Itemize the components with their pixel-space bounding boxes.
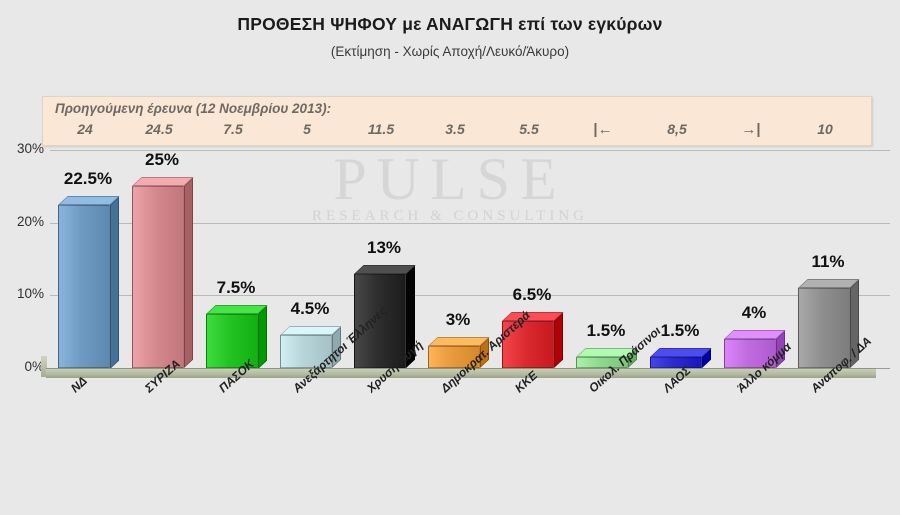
previous-survey-value: 5: [303, 121, 311, 137]
bar-front: [650, 357, 702, 368]
previous-survey-value: |←: [593, 121, 613, 138]
chart-floor: [46, 368, 876, 378]
y-axis-tick-20: 20%: [16, 213, 44, 229]
gridline-30: [50, 150, 890, 151]
bar[interactable]: [576, 348, 638, 368]
bar-value-label: 11%: [811, 252, 845, 272]
bar[interactable]: [132, 177, 194, 368]
chart-subtitle: (Εκτίμηση - Χωρίς Αποχή/Λευκό/Άκυρο): [330, 44, 570, 59]
y-axis-tick-30: 30%: [16, 141, 44, 156]
y-axis-tick-0: 0%: [24, 359, 44, 374]
bar[interactable]: [354, 264, 416, 368]
previous-survey-value: 11.5: [367, 121, 395, 137]
previous-survey-value: 5.5: [519, 121, 539, 137]
gridline-20: [50, 222, 890, 224]
bar[interactable]: [724, 329, 786, 368]
bar-side: [110, 196, 119, 368]
bar-front: [502, 320, 554, 368]
bar-value-label: 4%: [741, 302, 767, 322]
bar[interactable]: [798, 279, 860, 368]
previous-survey-value: 24: [77, 121, 93, 137]
bar-value-label: 13%: [366, 237, 402, 257]
bar-value-label: 25%: [144, 150, 180, 170]
bar-front: [280, 335, 332, 368]
gridline-10: [50, 295, 890, 297]
bar-front: [206, 313, 258, 368]
bar-front: [132, 186, 184, 368]
previous-survey-values: 24 24.5 7.5 5 11.5 3.5 5.5 |← 8,5 →| 10: [43, 121, 873, 145]
previous-survey-value: 8,5: [667, 121, 687, 137]
previous-survey-label: Προηγούμενη έρευνα (12 Νοεμβρίου 2013):: [55, 101, 332, 116]
plot-area: 0% 10% 20% 30% 22.5% 25% 7.5% 4.5% 13% 3% 6.5% 1.5%…: [17, 141, 890, 374]
bar-value-label: 1.5%: [586, 321, 626, 341]
y-axis-tick-10: 10%: [16, 286, 44, 302]
bar[interactable]: [58, 195, 120, 368]
floor-edge: [41, 356, 47, 377]
chart-title: ΠΡΟΘΕΣΗ ΨΗΦΟΥ με ΑΝΑΓΩΓΗ επί των εγκύρων: [237, 14, 663, 34]
previous-survey-value: 7.5: [223, 121, 243, 137]
bar[interactable]: [502, 311, 564, 368]
previous-survey-banner: Προηγούμενη έρευνα (12 Νοεμβρίου 2013): …: [42, 96, 872, 146]
bar[interactable]: [206, 304, 268, 368]
bar[interactable]: [280, 326, 342, 368]
bar-value-label: 4.5%: [290, 299, 330, 319]
bar-front: [428, 346, 480, 368]
bar-side: [184, 177, 193, 368]
bar[interactable]: [650, 348, 712, 368]
bar-value-label: 7.5%: [216, 277, 256, 297]
previous-survey-value: 10: [817, 121, 833, 137]
bar-front: [724, 338, 776, 368]
bar-front: [576, 357, 628, 368]
previous-survey-value: 3.5: [445, 121, 465, 137]
bar-value-label: 22.5%: [63, 168, 113, 188]
bar-value-label: 6.5%: [512, 284, 552, 304]
bar-front: [58, 204, 110, 368]
bar[interactable]: [428, 337, 490, 368]
previous-survey-value: 24.5: [145, 121, 173, 137]
previous-survey-value: →|: [741, 121, 761, 138]
bar-front: [798, 288, 850, 368]
bar-value-label: 1.5%: [660, 321, 700, 341]
bar-front: [354, 273, 406, 368]
bar-value-label: 3%: [445, 310, 471, 330]
